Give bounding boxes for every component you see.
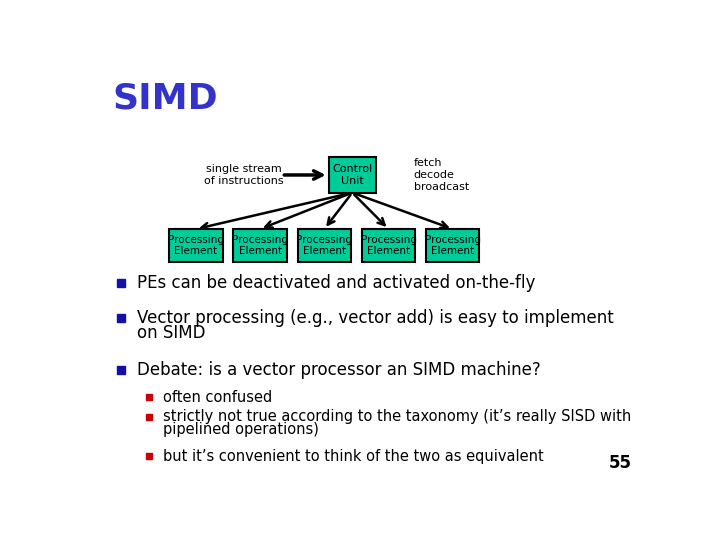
FancyBboxPatch shape — [426, 229, 480, 262]
Text: Processing
Element: Processing Element — [232, 235, 288, 256]
Text: Control
Unit: Control Unit — [332, 164, 372, 186]
Text: Vector processing (e.g., vector add) is easy to implement: Vector processing (e.g., vector add) is … — [138, 309, 614, 327]
FancyBboxPatch shape — [328, 157, 376, 193]
FancyBboxPatch shape — [233, 229, 287, 262]
Text: Debate: is a vector processor an SIMD machine?: Debate: is a vector processor an SIMD ma… — [138, 361, 541, 380]
FancyBboxPatch shape — [169, 229, 222, 262]
Text: single stream
of instructions: single stream of instructions — [204, 164, 283, 186]
Text: strictly not true according to the taxonomy (it’s really SISD with: strictly not true according to the taxon… — [163, 409, 631, 424]
Text: Processing
Element: Processing Element — [168, 235, 224, 256]
Text: fetch
decode
broadcast: fetch decode broadcast — [413, 158, 469, 192]
FancyBboxPatch shape — [361, 229, 415, 262]
Text: but it’s convenient to think of the two as equivalent: but it’s convenient to think of the two … — [163, 449, 544, 464]
Text: SIMD: SIMD — [112, 82, 218, 116]
Text: PEs can be deactivated and activated on-the-fly: PEs can be deactivated and activated on-… — [138, 274, 536, 292]
FancyBboxPatch shape — [297, 229, 351, 262]
Text: often confused: often confused — [163, 390, 271, 405]
Text: Processing
Element: Processing Element — [297, 235, 352, 256]
Text: on SIMD: on SIMD — [138, 324, 206, 342]
Text: pipelined operations): pipelined operations) — [163, 422, 318, 437]
Text: 55: 55 — [608, 454, 631, 472]
Text: Processing
Element: Processing Element — [425, 235, 481, 256]
Text: Processing
Element: Processing Element — [361, 235, 417, 256]
